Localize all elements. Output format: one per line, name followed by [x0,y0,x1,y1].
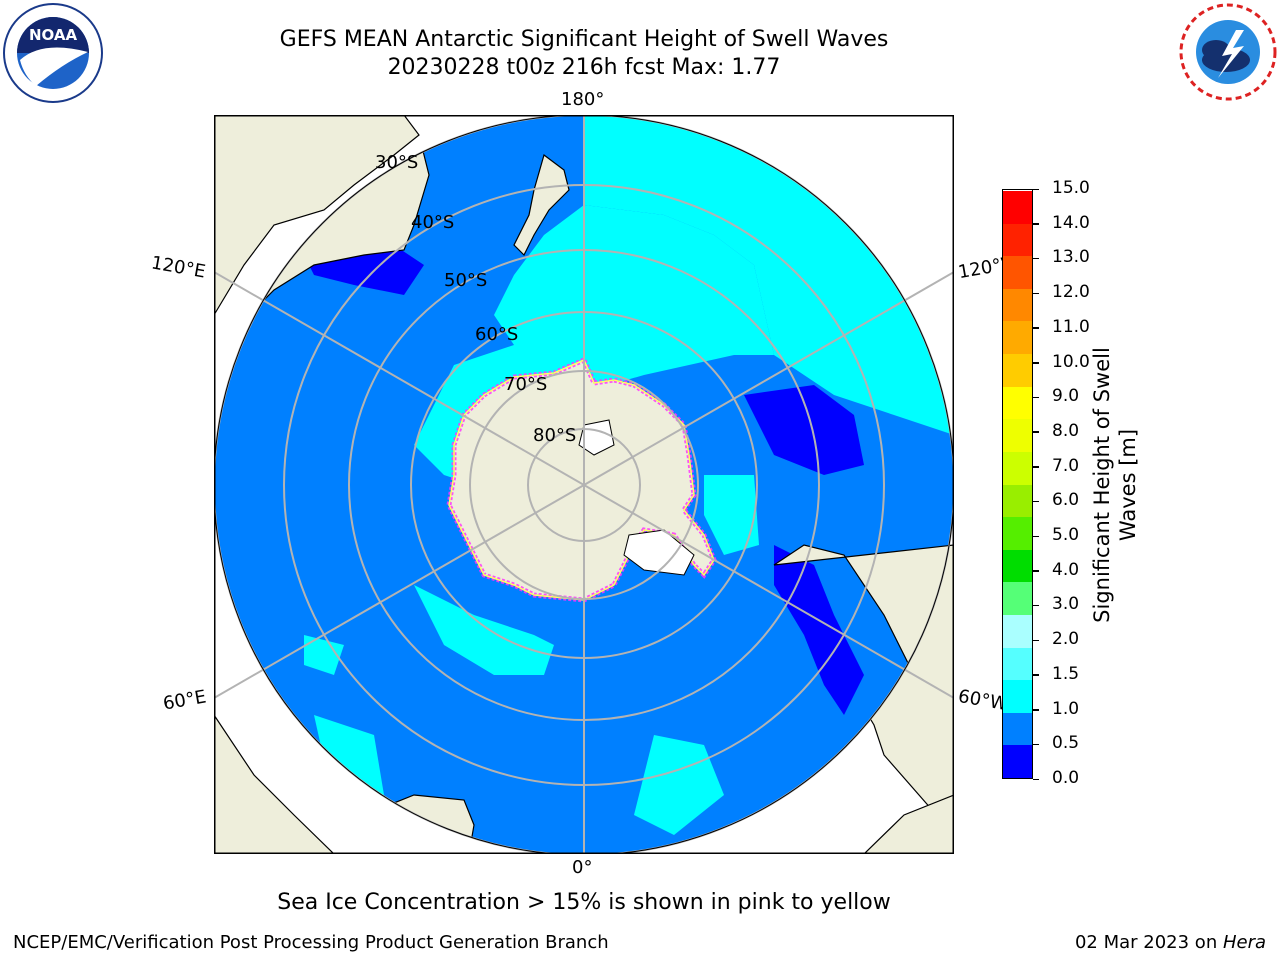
colorbar-segment [1003,320,1032,355]
lat-label-40s: 40°S [411,212,455,233]
colorbar-segment [1003,712,1032,746]
colorbar-tick-mark [1033,362,1039,364]
colorbar-label: Significant Height of Swell Waves [m] [1090,347,1140,623]
footer-date: 02 Mar 2023 on Hera [1075,932,1266,953]
colorbar-tick-label: 11.0 [1052,316,1090,337]
colorbar-segment [1003,516,1032,550]
swell-patch [304,635,344,675]
colorbar-tick-mark [1033,709,1039,711]
colorbar-segment [1003,386,1032,420]
colorbar-tick-mark [1033,639,1039,642]
meridian-60e-120w [214,271,954,699]
colorbar-tick-label: 2.0 [1052,629,1080,650]
sea-ice-caption: Sea Ice Concentration > 15% is shown in … [277,890,891,915]
colorbar-tick-mark [1033,743,1039,746]
colorbar-tick-label: 8.0 [1052,420,1080,441]
colorbar-tick-mark [1033,431,1039,433]
colorbar-tick-label: 9.0 [1052,386,1080,407]
colorbar-tick-label: 3.0 [1052,594,1080,615]
colorbar-segment [1003,549,1032,583]
colorbar-segment [1003,614,1032,648]
nws-logo [1178,2,1278,102]
swell-region-cyan-sw [414,585,554,675]
colorbar-segment [1003,647,1032,681]
colorbar-tick-label: 0.5 [1052,733,1080,754]
colorbar-tick-mark [1033,604,1039,607]
footer-branch: NCEP/EMC/Verification Post Processing Pr… [13,932,609,953]
colorbar-tick-mark [1033,535,1039,538]
swell-region-cyan-e [704,475,759,555]
colorbar-segment [1003,288,1032,322]
colorbar-tick-mark [1033,327,1039,329]
new-zealand [513,153,570,257]
lon-label-lower-left: 60°E [161,686,208,715]
lat-label-30s: 30°S [375,152,419,173]
colorbar-tick-mark [1033,466,1039,468]
colorbar-segment [1003,190,1032,224]
colorbar-tick-label: 0.0 [1052,768,1080,788]
chart-title: GEFS MEAN Antarctic Significant Height o… [279,27,889,52]
colorbar-segment [1003,418,1032,452]
colorbar-tick-label: 7.0 [1052,455,1080,476]
colorbar-segment [1003,451,1032,485]
lon-label-top: 180° [561,89,605,110]
colorbar-tick-label: 4.0 [1052,559,1080,580]
lat-label-70s: 70°S [504,374,548,395]
colorbar-tick-mark [1033,778,1039,780]
colorbar-tick-mark [1033,674,1039,676]
colorbar-segment [1003,484,1032,518]
colorbar-tick-label: 5.0 [1052,525,1080,546]
colorbar-tick-label: 14.0 [1052,212,1090,233]
africa [343,794,475,854]
noaa-logo: NOAA [2,2,104,104]
colorbar-tick-label: 15.0 [1052,178,1090,198]
colorbar-segment [1003,223,1032,257]
colorbar-tick-mark [1033,292,1039,295]
chart-subtitle: 20230228 t00z 216h fcst Max: 1.77 [387,55,781,80]
lat-label-50s: 50°S [444,270,488,291]
polar-map [214,115,954,854]
colorbar-tick-label: 13.0 [1052,247,1090,268]
lon-label-upper-left: 120°E [149,252,208,283]
colorbar-segment [1003,744,1032,778]
lon-label-bottom: 0° [572,857,593,878]
colorbar-segment [1003,255,1032,289]
colorbar-tick-mark [1033,257,1039,260]
colorbar-tick-label: 1.0 [1052,698,1080,719]
colorbar-tick-label: 12.0 [1052,282,1090,303]
colorbar-tick-label: 6.0 [1052,490,1080,511]
colorbar-tick-mark [1033,500,1039,503]
colorbar-tick-mark [1033,396,1039,399]
lat-label-60s: 60°S [475,324,519,345]
lat-label-80s: 80°S [533,425,577,446]
footer-host: Hera [1222,932,1266,953]
map-frame [214,115,954,854]
colorbar-tick-mark [1033,223,1039,225]
colorbar-tick-label: 1.5 [1052,663,1080,684]
colorbar-segment [1003,581,1032,615]
colorbar-tick-label: 10.0 [1052,351,1090,372]
swell-region-low-ne [744,385,864,475]
colorbar-segment [1003,353,1032,387]
footer-date-text: 02 Mar 2023 on [1074,932,1223,953]
colorbar-segment [1003,679,1032,713]
noaa-logo-text: NOAA [29,26,78,44]
colorbar-tick-mark [1033,570,1039,572]
graticule [214,115,954,854]
colorbar-tick-mark [1033,188,1039,190]
colorbar [1002,189,1033,779]
